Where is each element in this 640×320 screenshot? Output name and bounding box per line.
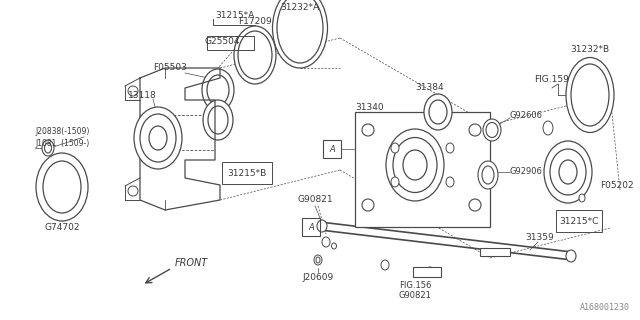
Ellipse shape xyxy=(207,75,229,105)
Text: G90821: G90821 xyxy=(297,196,333,204)
Text: 31359: 31359 xyxy=(525,234,554,243)
Ellipse shape xyxy=(483,119,501,141)
Text: G90821: G90821 xyxy=(399,291,431,300)
Bar xyxy=(222,162,272,184)
Bar xyxy=(323,140,341,158)
Ellipse shape xyxy=(446,143,454,153)
Ellipse shape xyxy=(469,124,481,136)
Ellipse shape xyxy=(149,126,167,150)
Ellipse shape xyxy=(362,124,374,136)
Ellipse shape xyxy=(566,250,576,262)
Bar xyxy=(556,210,602,232)
Bar xyxy=(413,267,441,277)
Ellipse shape xyxy=(543,121,553,135)
Ellipse shape xyxy=(203,100,233,140)
Text: FIG.156: FIG.156 xyxy=(399,281,431,290)
Ellipse shape xyxy=(486,123,498,138)
Ellipse shape xyxy=(238,31,272,79)
Ellipse shape xyxy=(469,199,481,211)
Ellipse shape xyxy=(332,243,337,249)
Text: G74702: G74702 xyxy=(44,223,80,233)
Text: F05503: F05503 xyxy=(153,63,187,73)
Text: A: A xyxy=(329,145,335,154)
Ellipse shape xyxy=(482,166,494,184)
Ellipse shape xyxy=(234,26,276,84)
Ellipse shape xyxy=(277,0,323,63)
Ellipse shape xyxy=(128,186,138,196)
Ellipse shape xyxy=(381,260,389,270)
Ellipse shape xyxy=(571,64,609,126)
Ellipse shape xyxy=(140,114,176,162)
Ellipse shape xyxy=(42,140,54,156)
Bar xyxy=(480,248,510,256)
Ellipse shape xyxy=(391,143,399,153)
Ellipse shape xyxy=(316,257,320,263)
Ellipse shape xyxy=(446,177,454,187)
Ellipse shape xyxy=(362,199,374,211)
Ellipse shape xyxy=(544,141,592,203)
Bar xyxy=(302,218,320,236)
Text: J1081  (1509-): J1081 (1509-) xyxy=(35,139,89,148)
Ellipse shape xyxy=(43,161,81,213)
Text: FRONT: FRONT xyxy=(175,258,208,268)
Text: A168001230: A168001230 xyxy=(580,303,630,312)
Text: F17209: F17209 xyxy=(238,18,272,27)
Text: 31232*B: 31232*B xyxy=(570,45,609,54)
Bar xyxy=(207,36,254,50)
Text: A: A xyxy=(308,222,314,231)
Text: FIG.159: FIG.159 xyxy=(534,76,570,84)
Ellipse shape xyxy=(128,86,138,96)
Ellipse shape xyxy=(36,153,88,221)
Ellipse shape xyxy=(393,138,437,193)
Ellipse shape xyxy=(202,69,234,111)
Text: 13118: 13118 xyxy=(127,91,156,100)
Ellipse shape xyxy=(403,150,427,180)
Ellipse shape xyxy=(559,160,577,184)
Text: 31215*A: 31215*A xyxy=(216,11,255,20)
Text: G25504: G25504 xyxy=(204,37,240,46)
Text: G92906: G92906 xyxy=(510,167,543,177)
Ellipse shape xyxy=(45,143,51,153)
Text: J20609: J20609 xyxy=(302,274,333,283)
Ellipse shape xyxy=(429,100,447,124)
Ellipse shape xyxy=(322,237,330,247)
Text: 31340: 31340 xyxy=(355,103,383,113)
Ellipse shape xyxy=(424,94,452,130)
Ellipse shape xyxy=(579,194,585,202)
Ellipse shape xyxy=(134,107,182,169)
Ellipse shape xyxy=(478,161,498,189)
Ellipse shape xyxy=(314,255,322,265)
Text: G92606: G92606 xyxy=(510,110,543,119)
Ellipse shape xyxy=(391,177,399,187)
Bar xyxy=(355,112,490,227)
Ellipse shape xyxy=(550,149,586,195)
Text: J20838(-1509): J20838(-1509) xyxy=(35,127,90,137)
Text: F05202: F05202 xyxy=(600,180,634,189)
Text: 31232*A: 31232*A xyxy=(280,4,319,12)
Text: 31215*C: 31215*C xyxy=(559,217,598,226)
Text: 31215*B: 31215*B xyxy=(227,169,267,178)
Ellipse shape xyxy=(273,0,328,68)
Ellipse shape xyxy=(386,129,444,201)
Ellipse shape xyxy=(208,106,228,134)
Text: 31384: 31384 xyxy=(416,84,444,92)
Ellipse shape xyxy=(566,58,614,132)
Ellipse shape xyxy=(317,220,327,232)
Ellipse shape xyxy=(426,267,434,277)
